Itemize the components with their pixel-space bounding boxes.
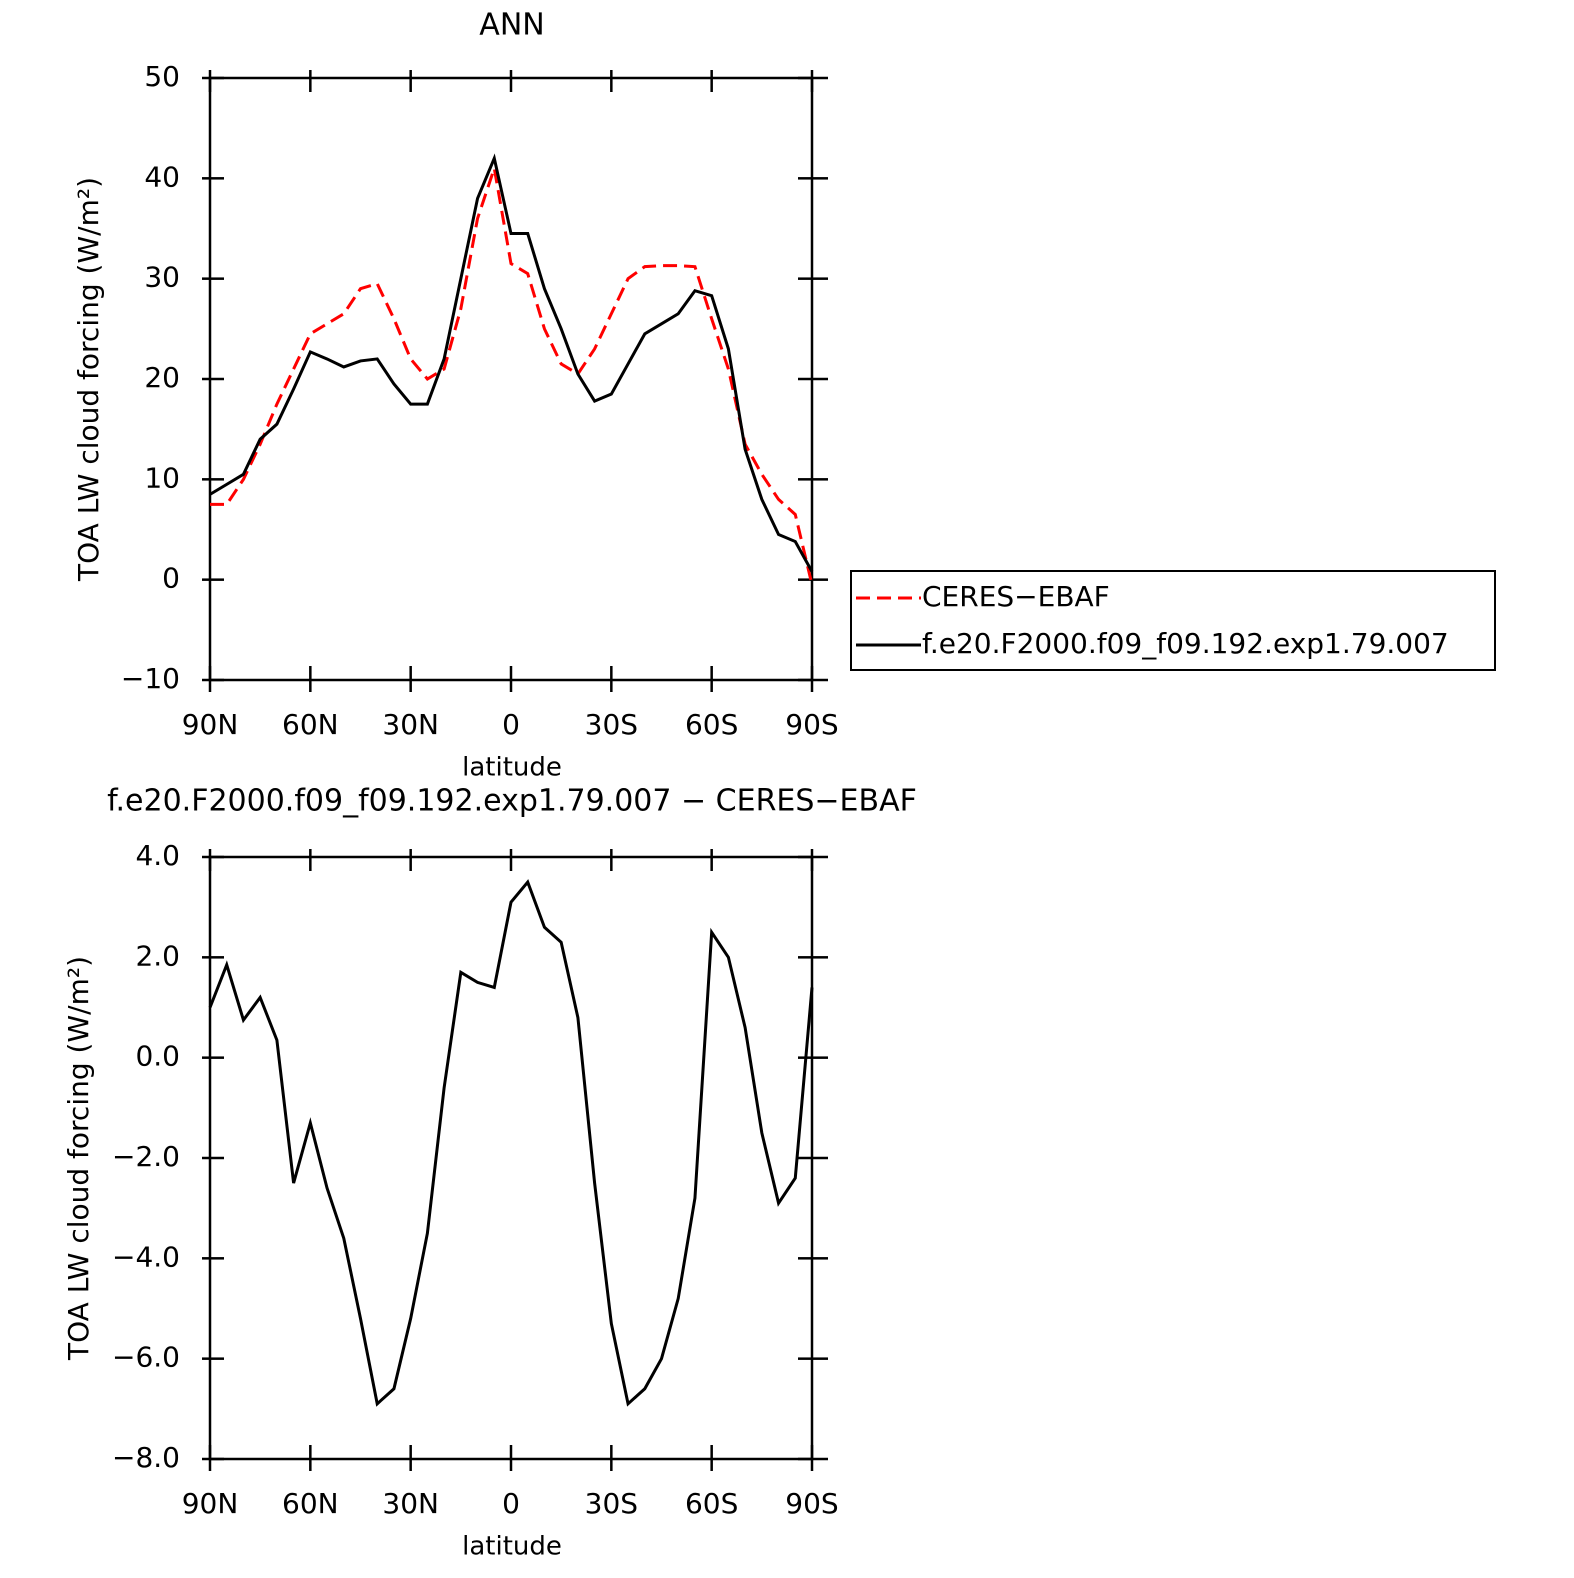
- x-tick-label: 30S: [585, 1487, 638, 1520]
- difference-line: [208, 879, 814, 1407]
- x-tick-label: 0: [502, 1487, 520, 1520]
- y-tick-label: −10: [121, 662, 180, 695]
- x-axis-label: latitude: [462, 753, 562, 783]
- y-tick-label: 40: [144, 160, 180, 193]
- x-tick-label: 30N: [382, 708, 439, 741]
- chart-title: ANN: [479, 8, 544, 43]
- y-tick-label: −6.0: [112, 1341, 180, 1374]
- y-tick-label: −2.0: [112, 1140, 180, 1173]
- x-tick-label: 60S: [685, 1487, 738, 1520]
- x-tick-label: 0: [502, 708, 520, 741]
- series-line: [209, 153, 814, 573]
- y-tick-label: 20: [144, 361, 180, 394]
- series-line: [210, 167, 814, 586]
- x-tick-label: 90N: [182, 1487, 239, 1520]
- y-tick-label: 50: [144, 60, 180, 93]
- x-tick-label: 60S: [685, 708, 738, 741]
- y-tick-label: 2.0: [135, 939, 180, 972]
- y-tick-label: 0.0: [135, 1040, 180, 1073]
- x-tick-label: 60N: [282, 1487, 339, 1520]
- x-tick-label: 30N: [382, 1487, 439, 1520]
- y-axis-label: TOA LW cloud forcing (W/m²): [62, 956, 95, 1361]
- y-tick-label: 4.0: [135, 839, 180, 872]
- y-tick-label: −8.0: [112, 1441, 180, 1474]
- legend-label: f.e20.F2000.f09_f09.192.exp1.79.007: [922, 627, 1449, 660]
- legend-label: CERES−EBAF: [922, 580, 1110, 613]
- x-tick-label: 60N: [282, 708, 339, 741]
- legend-box: [850, 570, 1496, 671]
- y-tick-label: 0: [162, 562, 180, 595]
- y-tick-label: 10: [144, 461, 180, 494]
- y-axis-label: TOA LW cloud forcing (W/m²): [72, 177, 105, 582]
- chart-title: f.e20.F2000.f09_f09.192.exp1.79.007 − CE…: [107, 784, 917, 819]
- y-tick-label: −4.0: [112, 1240, 180, 1273]
- x-axis-label: latitude: [462, 1532, 562, 1562]
- x-tick-label: 30S: [585, 708, 638, 741]
- x-tick-label: 90S: [785, 708, 838, 741]
- x-tick-label: 90N: [182, 708, 239, 741]
- x-tick-label: 90S: [785, 1487, 838, 1520]
- y-tick-label: 30: [144, 261, 180, 294]
